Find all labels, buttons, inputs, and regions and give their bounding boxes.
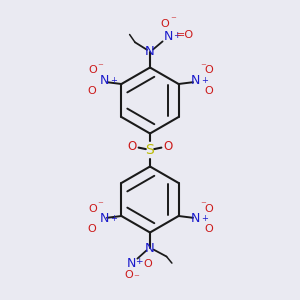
Text: O: O <box>88 204 97 214</box>
Text: +: + <box>202 76 208 85</box>
Text: +: + <box>202 214 208 223</box>
Text: +: + <box>136 257 143 266</box>
Text: O: O <box>204 224 213 234</box>
Text: O: O <box>88 65 97 75</box>
Text: O: O <box>204 86 213 96</box>
Text: O: O <box>204 204 213 214</box>
Text: O: O <box>143 259 152 269</box>
Text: ⁻: ⁻ <box>200 200 206 210</box>
Text: +: + <box>173 31 180 40</box>
Text: O: O <box>128 140 136 153</box>
Text: ⁻: ⁻ <box>98 200 103 210</box>
Text: O: O <box>160 19 169 29</box>
Text: N: N <box>145 242 155 255</box>
Text: ⁻: ⁻ <box>98 62 103 72</box>
Text: N: N <box>100 212 109 226</box>
Text: O: O <box>204 65 213 75</box>
Text: O: O <box>124 270 133 280</box>
Text: ⁻: ⁻ <box>133 274 139 284</box>
Text: +: + <box>110 76 117 85</box>
Text: N: N <box>191 74 200 88</box>
Text: ⁻: ⁻ <box>200 62 206 72</box>
Text: +: + <box>110 214 117 223</box>
Text: N: N <box>100 74 109 88</box>
Text: S: S <box>146 143 154 157</box>
Text: O: O <box>87 86 96 96</box>
Text: N: N <box>145 45 155 58</box>
Text: O: O <box>164 140 172 153</box>
Text: N: N <box>127 257 136 270</box>
Text: N: N <box>164 30 173 43</box>
Text: =O: =O <box>176 30 194 40</box>
Text: O: O <box>87 224 96 234</box>
Text: N: N <box>191 212 200 226</box>
Text: ⁻: ⁻ <box>170 16 176 26</box>
